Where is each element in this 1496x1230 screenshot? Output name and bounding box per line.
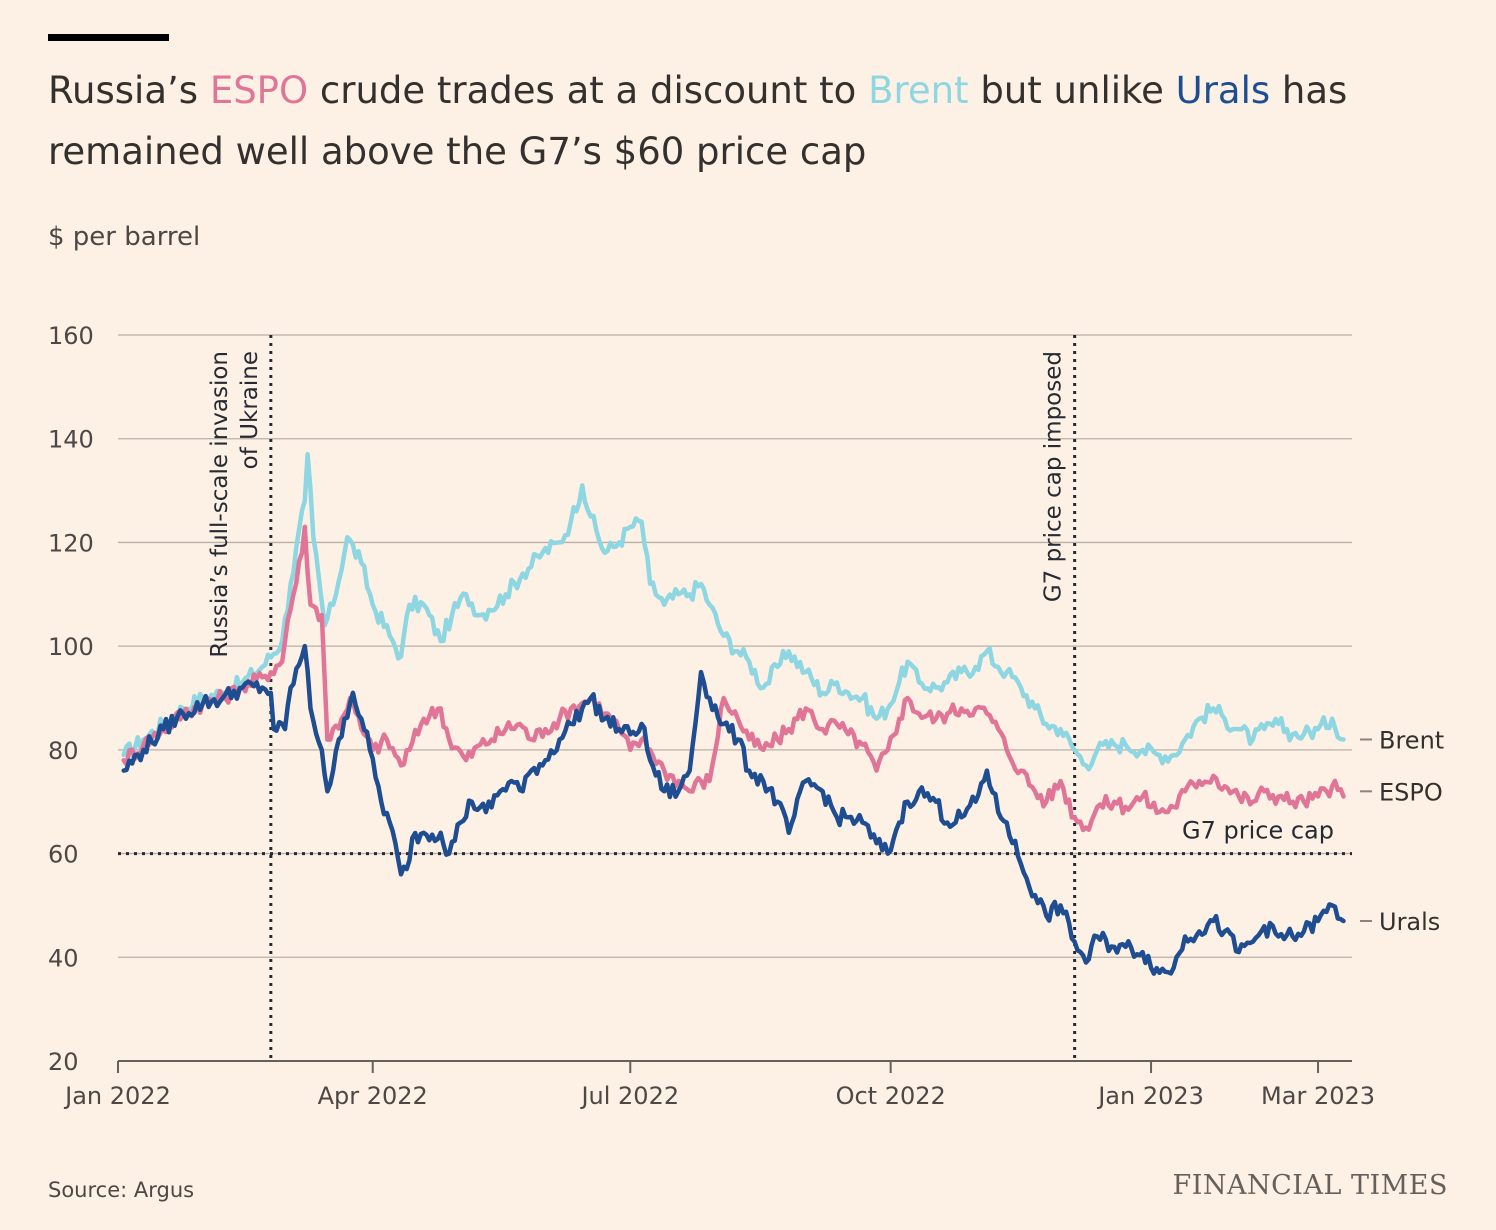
series-line-espo	[121, 524, 1346, 833]
x-tick-label-2: Jul 2022	[579, 1082, 679, 1110]
y-tick-label-60: 60	[48, 841, 79, 869]
y-tick-label-80: 80	[48, 737, 79, 765]
event-label-1-1: of Ukraine	[237, 351, 263, 469]
y-tick-label-160: 160	[48, 322, 94, 350]
y-tick-label-100: 100	[48, 633, 94, 661]
price-cap-label: G7 price cap	[1182, 817, 1334, 845]
y-tick-label-20: 20	[48, 1048, 79, 1076]
y-unit-label: $ per barrel	[48, 222, 201, 252]
y-tick-label-40: 40	[48, 944, 79, 972]
event-label-2-0: G7 price cap imposed	[1041, 351, 1067, 602]
x-tick-label-4: Jan 2023	[1096, 1082, 1204, 1110]
x-tick-label-3: Oct 2022	[836, 1082, 946, 1110]
x-tick-label-1: Apr 2022	[318, 1082, 428, 1110]
ft-top-bar	[48, 34, 169, 41]
chart-title: Russia’s ESPO crude trades at a discount…	[48, 60, 1428, 182]
title-part-1: Russia’s	[48, 69, 210, 112]
series-line-brent	[121, 452, 1346, 772]
title-part-3: crude trades at a discount to	[308, 69, 869, 112]
x-tick-label-0: Jan 2022	[63, 1082, 171, 1110]
x-tick-label-5: Mar 2023	[1261, 1082, 1375, 1110]
title-urals: Urals	[1175, 69, 1271, 112]
series-line-urals	[121, 643, 1346, 976]
source-note: Source: Argus	[48, 1178, 195, 1202]
y-tick-label-120: 120	[48, 529, 94, 557]
end-label-espo: ESPO	[1379, 778, 1443, 806]
title-part-7: has remained well above the G7’s $60 pri…	[48, 69, 1348, 173]
end-label-brent: Brent	[1379, 726, 1444, 754]
title-espo: ESPO	[209, 69, 309, 112]
title-part-5: but unlike	[968, 69, 1176, 112]
title-brent: Brent	[868, 69, 969, 112]
event-label-1-0: Russia’s full-scale invasion	[207, 351, 233, 658]
ft-logo: FINANCIAL TIMES	[1172, 1170, 1448, 1201]
line-chart: 20 40 60 80 100 120 140 160 Jan 2022 Apr 2022 Jul …	[48, 322, 1444, 1110]
end-label-urals: Urals	[1379, 908, 1440, 936]
y-tick-label-140: 140	[48, 426, 94, 454]
